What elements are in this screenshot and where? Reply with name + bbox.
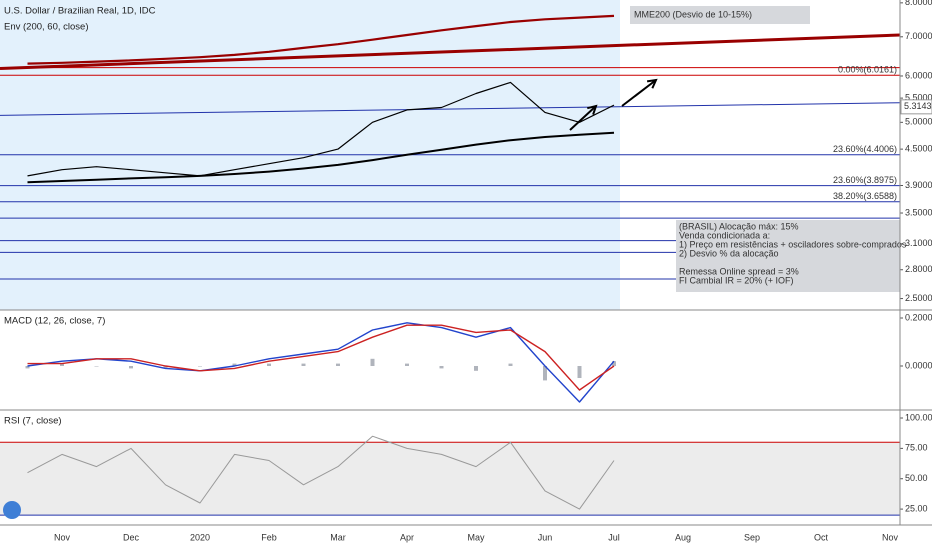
y-tick-label: 5.5000: [905, 92, 932, 102]
price-label: 5.3143: [904, 101, 932, 111]
arrow-head: [587, 104, 598, 115]
arrow: [569, 105, 597, 131]
annotation-box: [630, 6, 810, 24]
histogram-bar: [232, 363, 237, 367]
y-tick-label: 4.5000: [905, 143, 932, 153]
x-tick-label: Jun: [538, 532, 553, 542]
x-tick-label: Feb: [261, 532, 277, 542]
pane-title: RSI (7, close): [4, 416, 62, 427]
y-tick-label: 2.8000: [905, 264, 932, 274]
histogram-bar: [198, 366, 202, 367]
histogram-bar: [163, 366, 168, 369]
series-line: [27, 435, 615, 510]
histogram-bar: [60, 363, 64, 367]
note-line: 2) Desvio % da alocação: [679, 248, 779, 258]
y-tick-label: 3.9000: [905, 180, 932, 190]
y-tick-label: 0.0000: [905, 360, 932, 370]
x-tick-label: Nov: [882, 532, 899, 542]
level-label: 38.20%(3.6588): [833, 191, 897, 201]
note-line: FI Cambial IR = 20% (+ IOF): [679, 275, 794, 285]
y-tick-label: 75.00: [905, 443, 928, 453]
y-tick-label: 8.0000: [905, 0, 932, 7]
annotation: MME200 (Desvio de 10-15%): [634, 9, 752, 19]
pane-title: MACD (12, 26, close, 7): [4, 316, 105, 327]
histogram-bar: [25, 366, 30, 369]
histogram-bar: [612, 361, 616, 367]
rsi-band: [0, 442, 900, 516]
y-tick-label: 5.0000: [905, 117, 932, 127]
arrow-head: [646, 78, 658, 89]
level-label: 0.00%(6.0161): [838, 65, 897, 75]
series-line: [27, 324, 615, 391]
y-tick-label: 6.0000: [905, 70, 932, 80]
histogram-bar: [474, 366, 478, 371]
histogram-bar: [94, 366, 99, 367]
histogram-bar: [370, 358, 375, 367]
x-tick-label: Dec: [123, 532, 140, 542]
series-line: [27, 14, 615, 65]
y-tick-label: 7.0000: [905, 31, 932, 41]
trend-line: [0, 33, 901, 70]
level-label: 23.60%(4.4006): [833, 144, 897, 154]
series-line: [27, 131, 615, 184]
x-tick-label: Aug: [675, 532, 691, 542]
histogram-bar: [129, 366, 133, 369]
note-line: Venda condicionada a:: [679, 230, 770, 240]
level-label: 23.60%(3.8975): [833, 175, 897, 185]
y-tick-label: 25.00: [905, 503, 928, 513]
y-tick-label: 3.1000: [905, 238, 932, 248]
y-tick-label: 2.5000: [905, 293, 932, 303]
histogram-bar: [543, 366, 547, 381]
notes-box: [676, 220, 900, 292]
y-tick-label: 50.00: [905, 473, 928, 483]
y-tick-label: 3.5000: [905, 207, 932, 217]
pane-title: U.S. Dollar / Brazilian Real, 1D, IDC: [4, 6, 156, 17]
arrow: [621, 79, 657, 107]
histogram-bar: [577, 366, 582, 379]
y-tick-label: 0.2000: [905, 312, 932, 322]
histogram-bar: [508, 363, 513, 367]
histogram-bar: [301, 363, 306, 367]
note-line: Remessa Online spread = 3%: [679, 266, 799, 276]
pane-subtitle: Env (200, 60, close): [4, 22, 89, 33]
x-tick-label: Jul: [608, 532, 620, 542]
x-tick-label: May: [467, 532, 485, 542]
y-tick-label: 100.00: [905, 412, 932, 422]
x-tick-label: Sep: [744, 532, 760, 542]
x-tick-label: Nov: [54, 532, 71, 542]
histogram-bar: [267, 363, 271, 367]
x-tick-label: Mar: [330, 532, 346, 542]
x-tick-label: Apr: [400, 532, 414, 542]
x-tick-label: 2020: [190, 532, 210, 542]
note-line: 1) Preço em resistências + osciladores s…: [679, 239, 907, 249]
histogram-bar: [439, 366, 444, 369]
price-label-box: [900, 99, 932, 115]
histogram-bar: [405, 363, 409, 367]
x-tick-label: Oct: [814, 532, 829, 542]
note-line: (BRASIL) Alocação máx: 15%: [679, 221, 799, 231]
series-line: [27, 81, 615, 177]
logo: [3, 501, 21, 519]
histogram-bar: [336, 363, 340, 367]
trend-line: [0, 102, 901, 116]
